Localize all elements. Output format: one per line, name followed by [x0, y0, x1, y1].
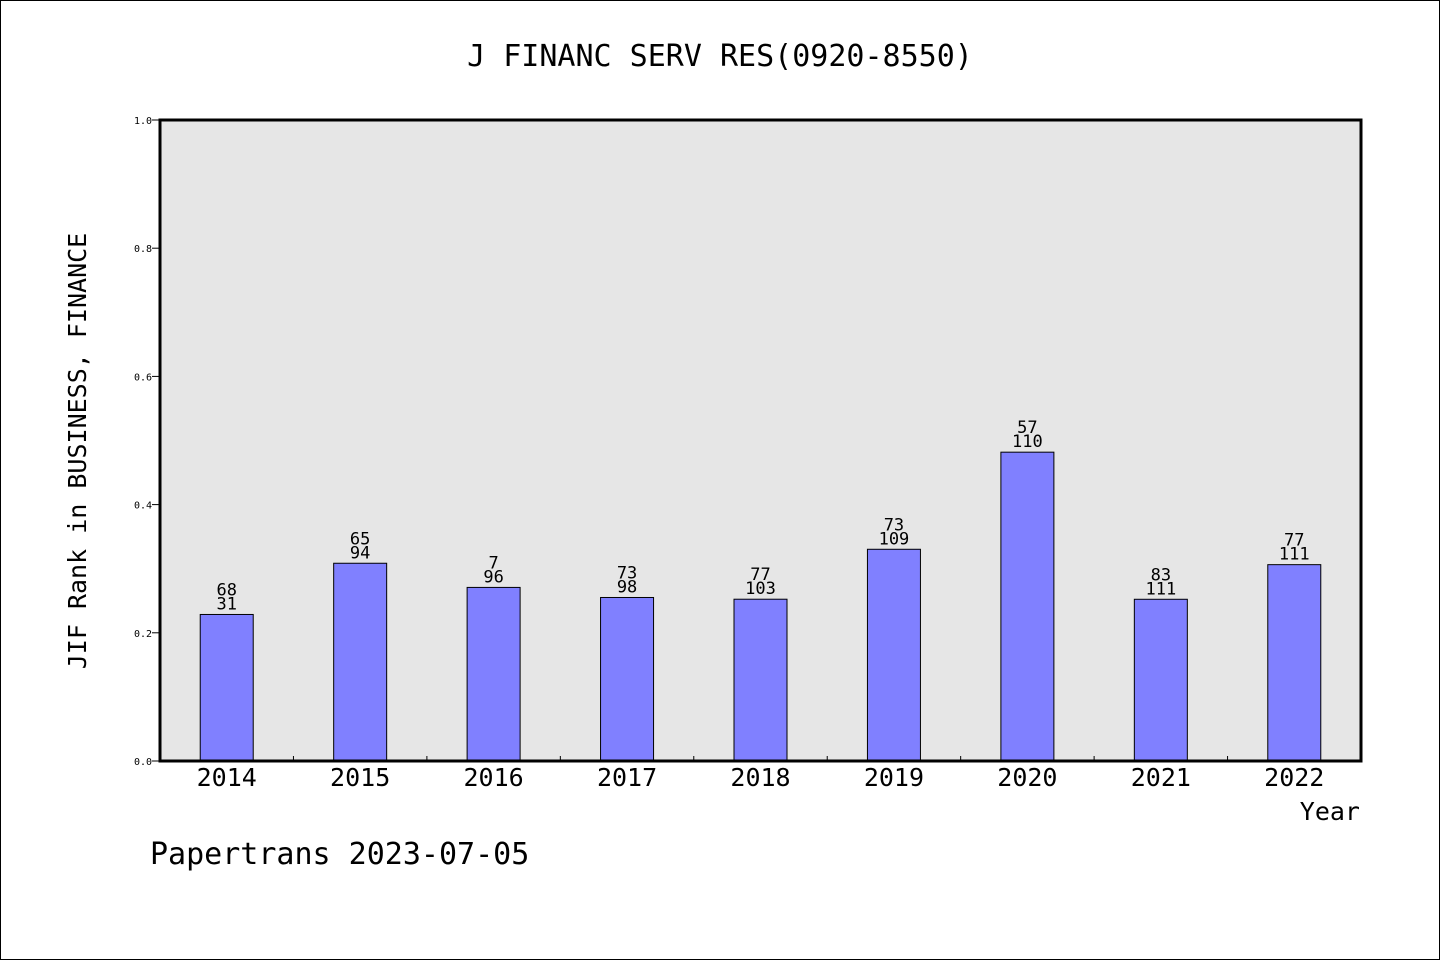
bar-label-top: 68 [216, 580, 236, 600]
y-tick-label: 0.2 [134, 629, 152, 640]
bar [466, 586, 521, 762]
bar-label-bottom: 98 [617, 577, 637, 597]
x-tick-label: 2014 [197, 763, 257, 792]
bar-label-top: 77 [750, 565, 770, 585]
x-tick-label: 2015 [330, 763, 390, 792]
y-tick-label: 0.6 [134, 372, 152, 383]
x-tick-label: 2022 [1264, 763, 1324, 792]
bar-label-bottom: 31 [216, 594, 236, 614]
bar [333, 562, 388, 762]
bar [866, 548, 921, 762]
bar-label-bottom: 110 [1012, 432, 1043, 452]
bar [1000, 451, 1055, 762]
x-axis-label: Year [1300, 797, 1360, 826]
x-axis: 2014 2015 2016 2017 2018 2019 2020 2021 2022 [197, 756, 1324, 792]
bar-label-bottom: 111 [1279, 545, 1310, 565]
bar-label-top: 73 [884, 515, 904, 535]
footer-text: Papertrans 2023-07-05 [150, 837, 529, 872]
bar [1267, 564, 1322, 762]
bar [733, 598, 788, 762]
bar-label-top: 65 [350, 529, 370, 549]
bar [1133, 598, 1188, 762]
y-tick-label: 1.0 [134, 116, 152, 127]
x-tick-label: 2019 [864, 763, 924, 792]
x-tick-label: 2017 [597, 763, 657, 792]
bar-label-top: 7 [488, 553, 498, 573]
bar-label-bottom: 111 [1145, 579, 1176, 599]
bar [600, 596, 655, 762]
bar-label-top: 73 [617, 563, 637, 583]
chart-title: J FINANC SERV RES(0920-8550) [467, 39, 973, 74]
x-tick-label: 2016 [464, 763, 524, 792]
bar-label-bottom: 96 [483, 567, 503, 587]
bar-label-top: 77 [1284, 531, 1304, 551]
bar-label-bottom: 94 [350, 543, 370, 563]
bar-label-top: 83 [1151, 565, 1171, 585]
bar [199, 613, 254, 762]
x-tick-label: 2018 [730, 763, 790, 792]
plot-border [158, 118, 1363, 763]
y-tick-label: 0.8 [134, 244, 152, 255]
y-tick-label: 0.4 [134, 501, 152, 512]
y-axis-label: JIF Rank in BUSINESS, FINANCE [63, 233, 92, 670]
x-tick-label: 2021 [1131, 763, 1191, 792]
y-tick-label: 0.0 [134, 757, 152, 768]
y-axis: 0.0 0.2 0.4 0.6 0.8 1.0 [134, 116, 160, 768]
bar-label-bottom: 109 [879, 529, 910, 549]
bar-label-top: 57 [1017, 418, 1037, 438]
bar-label-bottom: 103 [745, 579, 776, 599]
x-tick-label: 2020 [997, 763, 1057, 792]
